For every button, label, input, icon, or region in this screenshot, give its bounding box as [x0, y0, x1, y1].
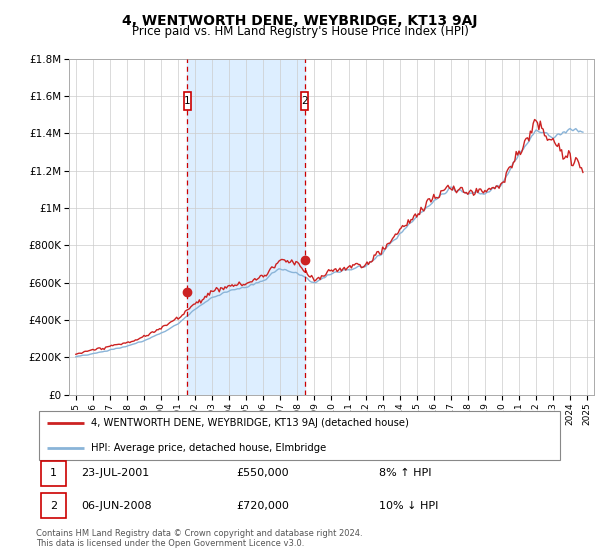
- Text: 10% ↓ HPI: 10% ↓ HPI: [379, 501, 439, 511]
- Text: 23-JUL-2001: 23-JUL-2001: [81, 468, 149, 478]
- Text: 2: 2: [301, 96, 308, 106]
- Bar: [187, 59, 305, 395]
- FancyBboxPatch shape: [184, 91, 191, 110]
- Text: Price paid vs. HM Land Registry's House Price Index (HPI): Price paid vs. HM Land Registry's House …: [131, 25, 469, 38]
- Text: £720,000: £720,000: [236, 501, 290, 511]
- Text: HPI: Average price, detached house, Elmbridge: HPI: Average price, detached house, Elmb…: [91, 442, 326, 452]
- FancyBboxPatch shape: [38, 411, 560, 460]
- Text: 4, WENTWORTH DENE, WEYBRIDGE, KT13 9AJ: 4, WENTWORTH DENE, WEYBRIDGE, KT13 9AJ: [122, 14, 478, 28]
- Text: Contains HM Land Registry data © Crown copyright and database right 2024.: Contains HM Land Registry data © Crown c…: [36, 529, 362, 538]
- Text: 1: 1: [184, 96, 191, 106]
- Text: 8% ↑ HPI: 8% ↑ HPI: [379, 468, 432, 478]
- Text: 4, WENTWORTH DENE, WEYBRIDGE, KT13 9AJ (detached house): 4, WENTWORTH DENE, WEYBRIDGE, KT13 9AJ (…: [91, 418, 409, 428]
- Text: 06-JUN-2008: 06-JUN-2008: [81, 501, 152, 511]
- FancyBboxPatch shape: [41, 461, 65, 486]
- Text: This data is licensed under the Open Government Licence v3.0.: This data is licensed under the Open Gov…: [36, 539, 304, 548]
- Text: 1: 1: [50, 468, 57, 478]
- FancyBboxPatch shape: [301, 91, 308, 110]
- FancyBboxPatch shape: [41, 493, 65, 518]
- Text: 2: 2: [50, 501, 57, 511]
- Text: £550,000: £550,000: [236, 468, 289, 478]
